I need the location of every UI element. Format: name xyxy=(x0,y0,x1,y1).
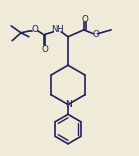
Text: O: O xyxy=(31,25,38,34)
Text: N: N xyxy=(65,100,71,109)
Text: NH: NH xyxy=(51,25,64,34)
Text: O: O xyxy=(81,15,88,24)
Text: O: O xyxy=(92,30,99,39)
Text: O: O xyxy=(41,45,48,54)
